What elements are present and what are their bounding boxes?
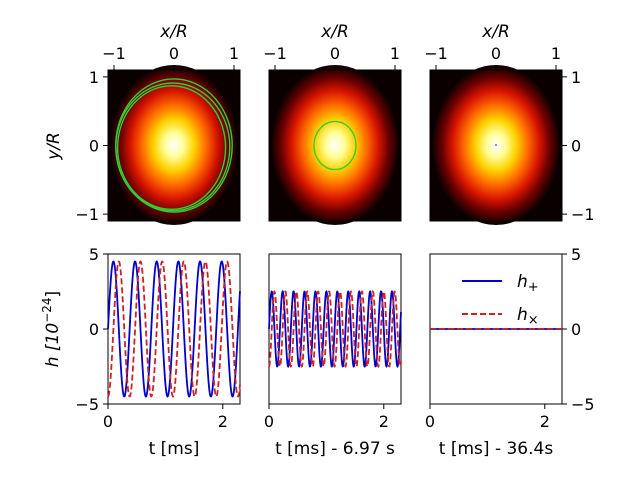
orbit-1-2	[115, 82, 231, 212]
bottom-xtick-label-2: 2	[379, 412, 389, 431]
top-xlabel-1: x/R	[159, 22, 188, 42]
top-xtick-label-2: 1	[390, 44, 400, 63]
h-cross-line-1	[107, 260, 241, 398]
top-ytick-label-3: −1	[571, 205, 595, 224]
bottom-ytick-label-1: −5	[75, 395, 99, 414]
bottom-ytick-label-1: 5	[89, 245, 99, 264]
density-blob-2	[271, 65, 399, 225]
bottom-xlabel-3: t [ms] - 36.4s	[439, 439, 554, 459]
legend-plus-label: h+	[517, 272, 539, 295]
top-ytick-label-1: 1	[89, 68, 99, 87]
strain-panel-1	[107, 253, 241, 405]
bottom-ytick-label-3: 0	[571, 320, 581, 339]
bottom-xtick-label-2: 0	[264, 412, 274, 431]
orbit-2-1	[313, 120, 357, 171]
top-xtick-label-3: 0	[491, 44, 501, 63]
top-xlabel-2: x/R	[320, 22, 349, 42]
top-ytick-label-1: −1	[75, 205, 99, 224]
orbit-group-1	[115, 78, 233, 213]
bottom-xtick-label-3: 0	[425, 412, 435, 431]
top-xtick-label-3: −1	[424, 44, 448, 63]
bottom-xlabel-1: t [ms]	[149, 439, 200, 459]
top-ytick-label-1: 0	[89, 137, 99, 156]
top-row-ticks: −1 0 1−101−1 0 1 −1 0 1−101	[75, 44, 594, 224]
strain-panel-2	[268, 253, 402, 405]
h-plus-line-1	[107, 260, 241, 398]
density-blob-1	[110, 65, 238, 225]
top-xtick-label-2: −1	[263, 44, 287, 63]
legend: h+ h×	[462, 272, 539, 328]
bottom-xlabel-2: t [ms] - 6.97 s	[275, 439, 395, 459]
strain-panel-3	[429, 253, 563, 405]
orbit-3-point	[495, 144, 497, 146]
top-ytick-label-3: 0	[571, 137, 581, 156]
orbit-1-3	[116, 85, 227, 211]
bottom-ytick-label-3: −5	[571, 395, 595, 414]
top-xtick-label-1: 0	[169, 44, 179, 63]
bottom-xtick-label-1: 0	[103, 412, 113, 431]
top-xtick-label-2: 0	[330, 44, 340, 63]
bottom-ytick-label-3: 5	[571, 245, 581, 264]
bottom-xtick-label-3: 2	[540, 412, 550, 431]
top-xtick-label-1: 1	[229, 44, 239, 63]
bottom-xtick-label-1: 2	[218, 412, 228, 431]
top-ytick-label-3: 1	[571, 68, 581, 87]
density-panel-2	[268, 65, 402, 225]
bottom-ylabel-1: h [10−24]	[40, 291, 63, 367]
bottom-ytick-label-1: 0	[89, 320, 99, 339]
top-ylabel-1: y/R	[44, 132, 64, 161]
orbit-group-3	[495, 144, 497, 146]
top-xtick-label-3: 1	[551, 44, 561, 63]
h-plus-line-2	[268, 289, 402, 369]
density-panel-3	[429, 65, 563, 225]
top-xlabel-3: x/R	[481, 22, 510, 42]
density-panel-1	[107, 65, 241, 225]
orbit-group-2	[313, 120, 357, 171]
legend-cross-label: h×	[517, 305, 539, 328]
h-cross-line-2	[268, 289, 402, 369]
top-xtick-label-1: −1	[102, 44, 126, 63]
